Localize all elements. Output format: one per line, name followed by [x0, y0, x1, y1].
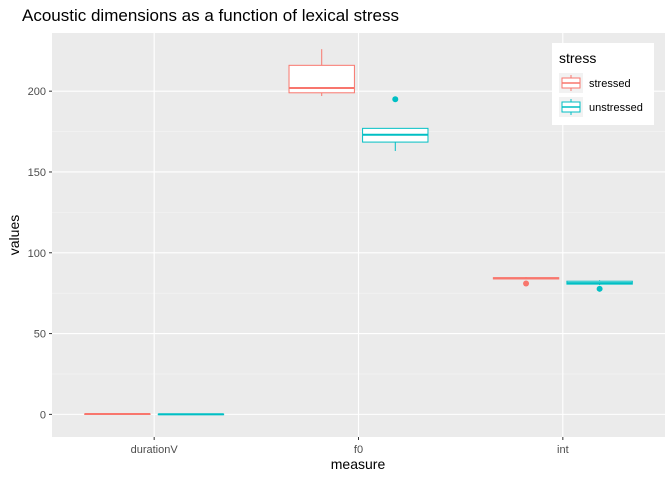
y-tick-label: 150 — [28, 167, 46, 179]
outlier-point — [392, 96, 399, 103]
y-tick-label: 100 — [28, 248, 46, 260]
box-stressed-f0 — [288, 49, 355, 97]
chart-title: Acoustic dimensions as a function of lex… — [22, 6, 399, 25]
grid-lines — [52, 33, 665, 437]
x-axis-title: measure — [331, 456, 386, 472]
legend-label: stressed — [589, 78, 631, 90]
box-stressed-int — [492, 277, 560, 287]
outlier-point — [523, 280, 530, 287]
x-tick-label: durationV — [131, 444, 179, 456]
box-series — [84, 49, 633, 416]
legend-item-stressed: stressed — [559, 73, 631, 93]
legend-items: stressed unstressed — [559, 73, 643, 117]
x-tick-label: int — [557, 444, 569, 456]
x-tick-label: f0 — [354, 444, 363, 456]
y-axis-title: values — [6, 215, 22, 255]
outlier-point — [596, 285, 603, 292]
legend-item-unstressed: unstressed — [559, 97, 643, 117]
legend-title: stress — [559, 50, 596, 66]
y-tick-label: 0 — [40, 409, 46, 421]
box-stressed-durationV — [84, 413, 151, 416]
box-unstressed-f0 — [362, 96, 429, 151]
y-axis-ticks: 0 50 100 150 200 — [28, 86, 52, 421]
box-unstressed-durationV — [157, 413, 225, 416]
legend: stress stressed unstressed — [552, 43, 654, 125]
legend-label: unstressed — [589, 102, 643, 114]
y-tick-label: 50 — [34, 329, 46, 341]
y-tick-label: 200 — [28, 86, 46, 98]
box-unstressed-int — [566, 280, 633, 292]
x-axis-ticks: durationV f0 int — [131, 437, 569, 456]
